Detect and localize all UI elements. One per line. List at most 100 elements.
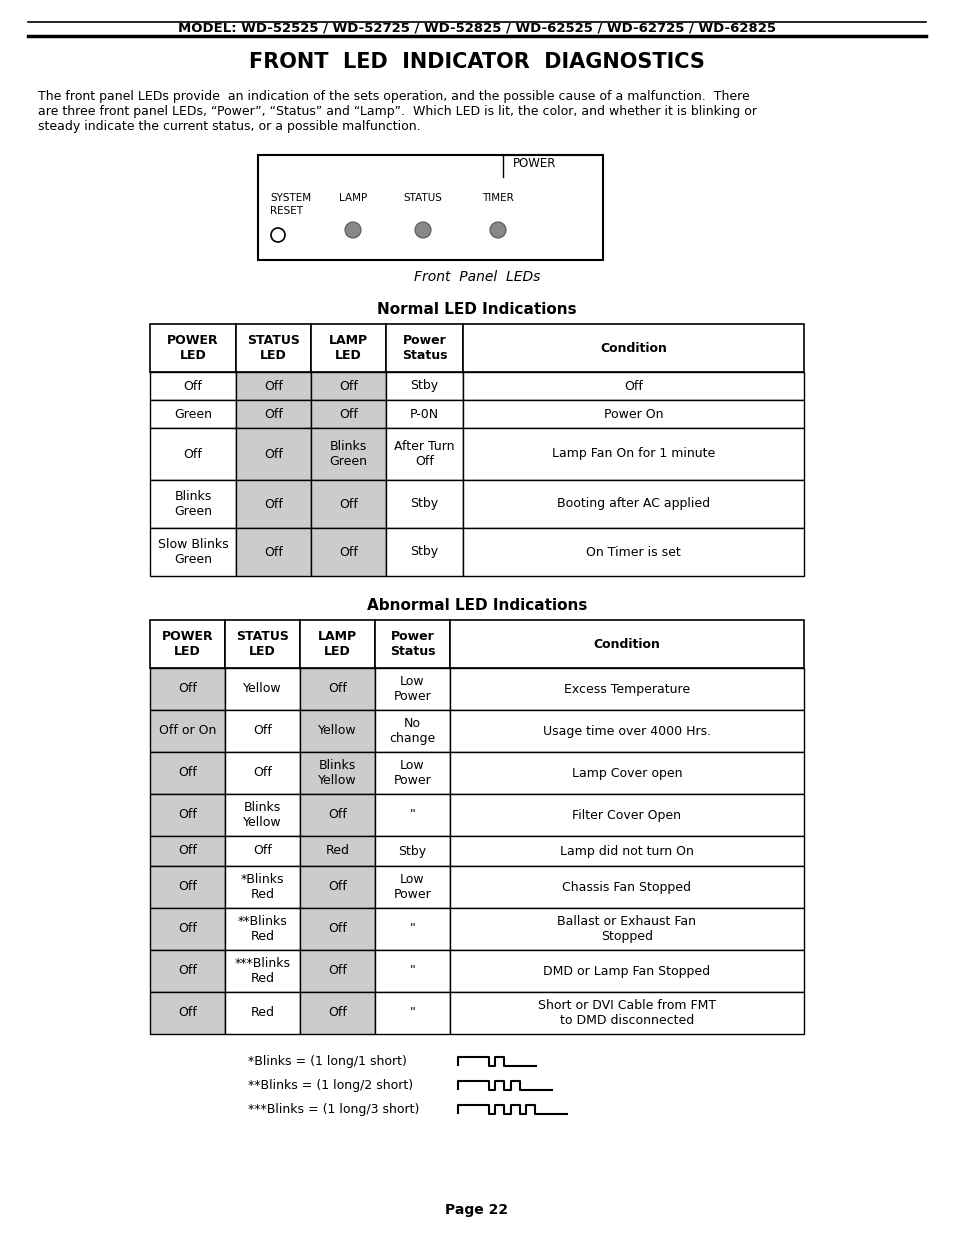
Bar (150, 794, 225, 836)
Text: ": " (409, 965, 415, 977)
Text: STATUS
LED: STATUS LED (235, 630, 289, 658)
Bar (299, 950, 375, 992)
Bar (235, 429, 311, 480)
Text: Yellow: Yellow (318, 725, 356, 737)
Bar (150, 429, 235, 480)
Bar (150, 400, 235, 429)
Bar (450, 908, 803, 950)
Text: Off: Off (328, 683, 347, 695)
Text: Off or On: Off or On (158, 725, 216, 737)
Text: Filter Cover Open: Filter Cover Open (572, 809, 680, 821)
Text: Power
Status: Power Status (390, 630, 435, 658)
Circle shape (271, 228, 285, 242)
Bar (235, 480, 311, 529)
Bar (462, 429, 803, 480)
Bar (311, 372, 386, 400)
Bar (375, 710, 450, 752)
Text: Ballast or Exhaust Fan
Stopped: Ballast or Exhaust Fan Stopped (557, 915, 696, 944)
Bar (150, 866, 225, 908)
Text: Short or DVI Cable from FMT
to DMD disconnected: Short or DVI Cable from FMT to DMD disco… (537, 999, 716, 1028)
Bar (150, 620, 225, 668)
Bar (311, 400, 386, 429)
Bar (150, 324, 235, 372)
Text: Stby: Stby (410, 498, 438, 510)
Bar (225, 620, 299, 668)
Text: P-0N: P-0N (410, 408, 438, 420)
Text: Off: Off (338, 408, 357, 420)
Bar (462, 400, 803, 429)
Text: ***Blinks = (1 long/3 short): ***Blinks = (1 long/3 short) (248, 1104, 419, 1116)
Bar (450, 752, 803, 794)
Bar (150, 668, 225, 710)
Bar (450, 836, 803, 866)
Text: Off: Off (264, 546, 283, 558)
Circle shape (345, 222, 360, 238)
Bar (386, 429, 462, 480)
Text: On Timer is set: On Timer is set (585, 546, 680, 558)
Bar (311, 480, 386, 529)
Circle shape (415, 222, 431, 238)
Bar (150, 908, 225, 950)
Text: Off: Off (253, 767, 272, 779)
Text: steady indicate the current status, or a possible malfunction.: steady indicate the current status, or a… (38, 120, 420, 133)
Text: Normal LED Indications: Normal LED Indications (376, 303, 577, 317)
Bar (299, 752, 375, 794)
Bar (299, 836, 375, 866)
Text: MODEL: WD-52525 / WD-52725 / WD-52825 / WD-62525 / WD-62725 / WD-62825: MODEL: WD-52525 / WD-52725 / WD-52825 / … (178, 21, 775, 35)
Bar (386, 372, 462, 400)
Text: Slow Blinks
Green: Slow Blinks Green (157, 538, 228, 566)
Text: Blinks
Yellow: Blinks Yellow (318, 760, 356, 787)
Bar (299, 992, 375, 1034)
Text: Off: Off (253, 845, 272, 857)
Bar (375, 908, 450, 950)
Bar (299, 710, 375, 752)
Bar (225, 908, 299, 950)
Text: Page 22: Page 22 (445, 1203, 508, 1216)
Bar (375, 668, 450, 710)
Text: Off: Off (253, 725, 272, 737)
Text: Off: Off (178, 809, 196, 821)
Text: Low
Power: Low Power (394, 760, 431, 787)
Bar (375, 794, 450, 836)
Bar (311, 429, 386, 480)
Bar (150, 992, 225, 1034)
Text: ***Blinks
Red: ***Blinks Red (234, 957, 291, 986)
Text: **Blinks = (1 long/2 short): **Blinks = (1 long/2 short) (248, 1079, 413, 1093)
Bar (150, 710, 225, 752)
Text: SYSTEM: SYSTEM (270, 193, 311, 203)
Bar (375, 836, 450, 866)
Text: Off: Off (178, 767, 196, 779)
Bar (225, 668, 299, 710)
Text: Stby: Stby (398, 845, 426, 857)
Bar (299, 620, 375, 668)
Bar (450, 620, 803, 668)
Text: FRONT  LED  INDICATOR  DIAGNOSTICS: FRONT LED INDICATOR DIAGNOSTICS (249, 52, 704, 72)
Text: Off: Off (328, 923, 347, 935)
Bar (150, 836, 225, 866)
Bar (462, 372, 803, 400)
Text: Condition: Condition (599, 342, 666, 354)
Text: Off: Off (183, 447, 202, 461)
Bar (150, 480, 235, 529)
Text: LAMP: LAMP (338, 193, 367, 203)
Text: ": " (409, 923, 415, 935)
Bar (225, 752, 299, 794)
Text: Off: Off (328, 881, 347, 893)
Bar (225, 992, 299, 1034)
Text: Low
Power: Low Power (394, 676, 431, 703)
Text: The front panel LEDs provide  an indication of the sets operation, and the possi: The front panel LEDs provide an indicati… (38, 90, 749, 103)
Text: Off: Off (178, 923, 196, 935)
Text: *Blinks = (1 long/1 short): *Blinks = (1 long/1 short) (248, 1056, 406, 1068)
Text: Green: Green (173, 408, 212, 420)
Bar (450, 992, 803, 1034)
Text: LAMP
LED: LAMP LED (329, 333, 368, 362)
Text: Abnormal LED Indications: Abnormal LED Indications (366, 598, 587, 613)
Text: Off: Off (264, 447, 283, 461)
Bar (235, 529, 311, 576)
Bar (450, 710, 803, 752)
Bar (225, 710, 299, 752)
Bar (225, 866, 299, 908)
Bar (375, 752, 450, 794)
Bar (235, 324, 311, 372)
Bar (150, 372, 235, 400)
